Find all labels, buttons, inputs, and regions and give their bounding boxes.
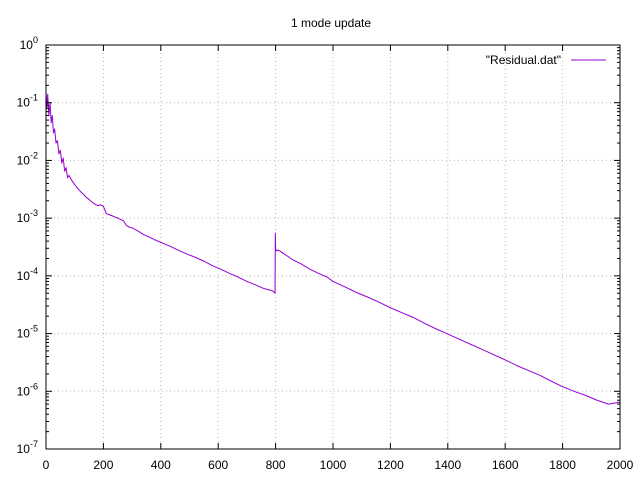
y-tick-label: 10-6 bbox=[17, 381, 38, 398]
plot-area bbox=[45, 92, 621, 405]
grid bbox=[46, 45, 620, 449]
legend: "Residual.dat" bbox=[486, 53, 606, 67]
x-tick-label: 0 bbox=[43, 458, 50, 472]
y-tick-label: 10-1 bbox=[17, 93, 38, 110]
y-tick-label: 10-7 bbox=[17, 439, 38, 456]
x-tick-label: 1800 bbox=[549, 458, 576, 472]
chart-title: 1 mode update bbox=[291, 16, 371, 30]
x-tick-label: 600 bbox=[208, 458, 228, 472]
y-tick-label: 10-4 bbox=[17, 266, 38, 283]
y-tick-label: 100 bbox=[20, 35, 38, 52]
x-tick-label: 1600 bbox=[492, 458, 519, 472]
x-tick-label: 1400 bbox=[434, 458, 461, 472]
x-tick-label: 800 bbox=[266, 458, 286, 472]
x-axis: 0 200 400 600 800 1000 1200 1400 1600 1800 2000 bbox=[43, 45, 634, 472]
x-tick-label: 1200 bbox=[377, 458, 404, 472]
legend-label: "Residual.dat" bbox=[486, 53, 561, 67]
x-tick-label: 200 bbox=[93, 458, 113, 472]
x-tick-label: 1000 bbox=[320, 458, 347, 472]
y-tick-label: 10-5 bbox=[17, 324, 38, 341]
x-tick-label: 400 bbox=[151, 458, 171, 472]
y-axis: 100 10-1 10-2 10-3 10-4 10-5 10-6 10-7 bbox=[17, 35, 620, 456]
x-tick-label: 2000 bbox=[607, 458, 634, 472]
series-line bbox=[45, 92, 621, 405]
y-tick-label: 10-3 bbox=[17, 208, 38, 225]
y-tick-label: 10-2 bbox=[17, 150, 38, 167]
